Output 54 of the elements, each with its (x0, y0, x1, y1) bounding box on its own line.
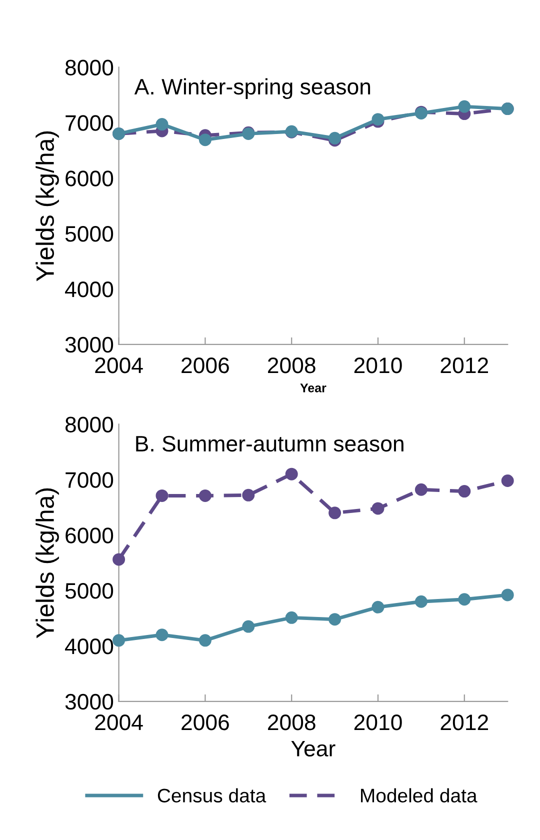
y-tick-label: 6000 (66, 170, 114, 186)
point (198, 634, 212, 647)
y-axis-title: Yields (kg/ha) (36, 488, 59, 638)
x-tick-label: 2004 (95, 714, 143, 730)
point (328, 506, 342, 520)
point (458, 485, 471, 498)
point (285, 468, 298, 480)
point (414, 483, 428, 496)
y-tick-label: 5000 (65, 583, 114, 599)
point (285, 611, 298, 624)
y-tick-label: 6000 (66, 528, 114, 544)
point (156, 628, 168, 642)
legend-label: Modeled data (361, 788, 478, 802)
point (501, 588, 514, 602)
y-tick-label: 4000 (65, 281, 114, 298)
x-tick-label: 2008 (268, 714, 316, 730)
point (242, 488, 255, 502)
point (372, 600, 384, 614)
x-axis-title: Year (300, 384, 326, 392)
y-tick-label: 7000 (66, 472, 114, 488)
x-tick-label: 2010 (354, 357, 402, 374)
point (198, 134, 212, 146)
point (414, 595, 428, 608)
point (156, 489, 168, 502)
point (328, 613, 342, 626)
point (242, 620, 255, 633)
point (328, 132, 342, 144)
point (458, 100, 471, 113)
y-tick-label: 3000 (65, 694, 114, 710)
point (198, 489, 212, 502)
y-tick-label: 4000 (65, 638, 114, 654)
x-tick-label: 2012 (440, 357, 488, 374)
legend-label: Census data (158, 788, 266, 802)
x-tick-label: 2006 (182, 714, 229, 730)
x-tick-label: 2012 (440, 714, 488, 730)
chart-title: A. Winter-spring season (134, 78, 370, 100)
y-tick-label: 8000 (65, 416, 114, 432)
point (156, 118, 168, 131)
x-axis-title: Year (291, 740, 336, 756)
x-tick-label: 2006 (182, 357, 229, 374)
y-tick-label: 3000 (65, 336, 114, 353)
y-tick-label: 5000 (65, 226, 114, 242)
point (112, 553, 126, 566)
point (372, 502, 384, 515)
y-tick-label: 7000 (66, 115, 114, 131)
y-axis-title: Yields (kg/ha) (36, 131, 59, 282)
y-tick-label: 8000 (65, 60, 114, 76)
x-tick-label: 2010 (354, 714, 402, 730)
x-tick-label: 2004 (95, 357, 143, 374)
point (501, 474, 514, 487)
chart-title: B. Summer-autumn season (136, 436, 404, 452)
x-tick-label: 2008 (268, 357, 316, 374)
point (112, 634, 126, 647)
point (458, 593, 471, 606)
